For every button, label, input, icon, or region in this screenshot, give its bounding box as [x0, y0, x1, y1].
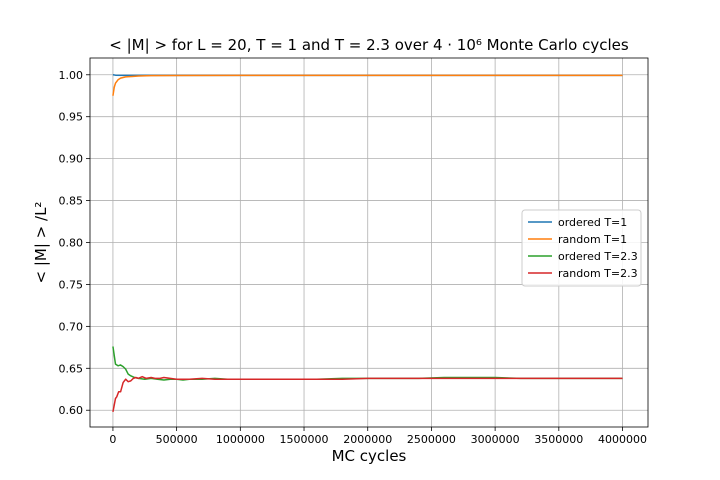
x-ticks: 0 500000 1000000 1500000 2000000 2500000 30000… — [109, 427, 647, 446]
series-line-random-t-2-3 — [112, 375, 623, 413]
x-tick-label: 3000000 — [471, 433, 520, 446]
series-line-random-t-1 — [112, 74, 623, 96]
y-tick-label: 0.80 — [59, 237, 84, 250]
x-tick-label: 1500000 — [280, 433, 329, 446]
x-tick-label: 0 — [109, 433, 116, 446]
y-axis-label: < |M| > /L² — [32, 202, 50, 284]
y-ticks: 0.60 0.65 0.70 0.75 0.80 0.85 0.90 0.95 1.00 — [59, 69, 90, 417]
y-tick-label: 0.65 — [59, 362, 84, 375]
legend-entry: random T=1 — [558, 233, 627, 246]
chart-title: < |M| > for L = 20, T = 1 and T = 2.3 ov… — [109, 36, 629, 54]
legend-entry: ordered T=1 — [558, 216, 627, 229]
legend-box — [521, 209, 642, 287]
legend-entry: random T=2.3 — [558, 267, 638, 280]
grid — [90, 58, 648, 427]
legend-entry: ordered T=2.3 — [558, 250, 638, 263]
legend: ordered T=1 random T=1 ordered T=2.3 random… — [521, 209, 642, 287]
series-layer — [112, 74, 623, 413]
x-tick-label: 3500000 — [534, 433, 583, 446]
y-tick-label: 0.60 — [59, 404, 84, 417]
y-tick-label: 0.95 — [59, 111, 84, 124]
series-line-ordered-t-2-3 — [112, 346, 623, 381]
y-tick-label: 0.90 — [59, 153, 84, 166]
x-tick-label: 4000000 — [598, 433, 647, 446]
y-tick-label: 0.70 — [59, 320, 84, 333]
x-tick-label: 2500000 — [407, 433, 456, 446]
x-tick-label: 500000 — [156, 433, 198, 446]
x-axis-label: MC cycles — [332, 447, 407, 465]
x-tick-label: 2000000 — [343, 433, 392, 446]
y-tick-label: 1.00 — [59, 69, 84, 82]
y-tick-label: 0.85 — [59, 195, 84, 208]
x-tick-label: 1000000 — [216, 433, 265, 446]
y-tick-label: 0.75 — [59, 278, 84, 291]
